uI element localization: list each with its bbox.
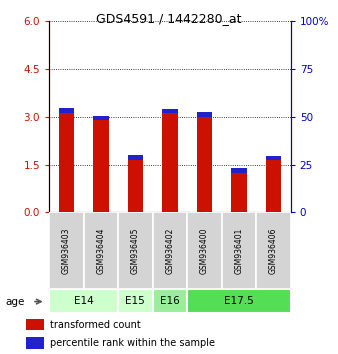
Bar <box>162 109 177 113</box>
Text: GSM936400: GSM936400 <box>200 227 209 274</box>
Bar <box>222 212 256 289</box>
Text: GSM936404: GSM936404 <box>96 227 105 274</box>
Bar <box>152 289 187 313</box>
Bar <box>187 212 222 289</box>
Bar <box>26 337 44 349</box>
Bar <box>231 169 247 212</box>
Text: GSM936402: GSM936402 <box>165 227 174 274</box>
Bar <box>58 108 74 113</box>
Bar <box>266 156 281 160</box>
Text: percentile rank within the sample: percentile rank within the sample <box>50 338 215 348</box>
Bar <box>231 169 247 173</box>
Bar <box>83 212 118 289</box>
Bar <box>49 289 118 313</box>
Bar <box>197 112 212 212</box>
Bar <box>58 108 74 212</box>
Bar <box>127 155 143 160</box>
Text: transformed count: transformed count <box>50 320 141 330</box>
Bar <box>93 115 108 212</box>
Bar <box>118 289 152 313</box>
Text: age: age <box>5 297 24 307</box>
Text: GSM936403: GSM936403 <box>62 227 71 274</box>
Bar <box>187 289 291 313</box>
Text: GSM936406: GSM936406 <box>269 227 278 274</box>
Bar <box>197 112 212 117</box>
Text: E15: E15 <box>125 296 145 306</box>
Bar <box>127 155 143 212</box>
Text: GSM936405: GSM936405 <box>131 227 140 274</box>
Bar <box>256 212 291 289</box>
Text: E17.5: E17.5 <box>224 296 254 306</box>
Text: GDS4591 / 1442280_at: GDS4591 / 1442280_at <box>96 12 242 25</box>
Text: E14: E14 <box>74 296 93 306</box>
Bar <box>118 212 152 289</box>
Text: E16: E16 <box>160 296 180 306</box>
Bar <box>162 109 177 212</box>
Text: GSM936401: GSM936401 <box>234 227 243 274</box>
Bar <box>152 212 187 289</box>
Bar <box>49 212 83 289</box>
Bar <box>266 156 281 212</box>
Bar <box>93 115 108 120</box>
Bar <box>26 319 44 330</box>
